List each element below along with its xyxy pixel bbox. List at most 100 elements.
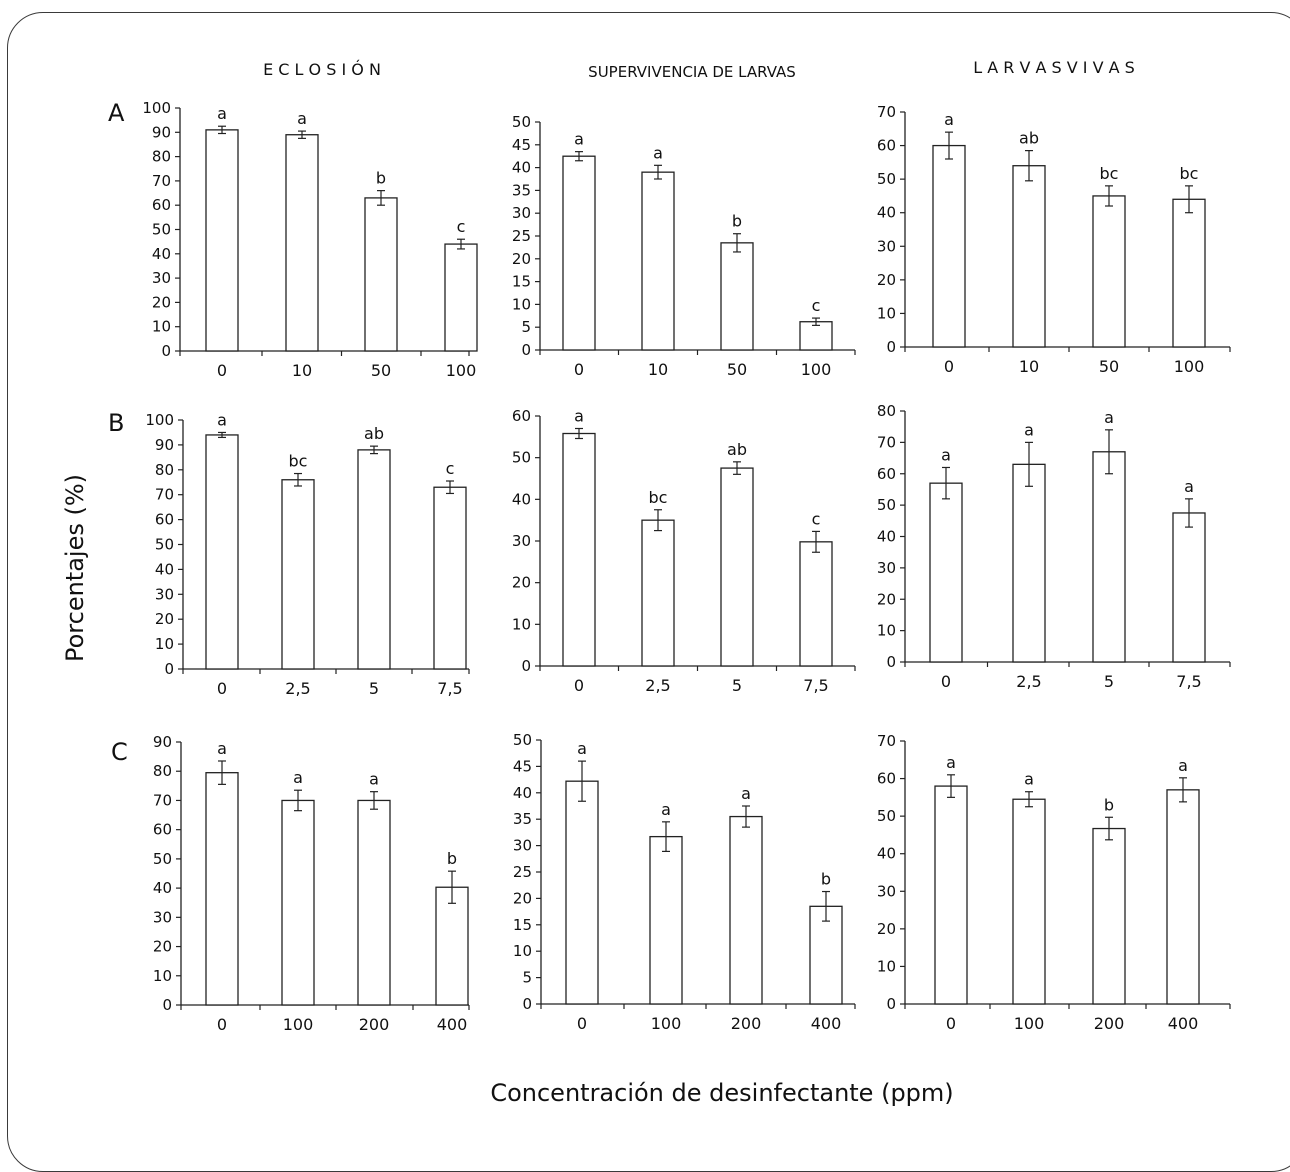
bar [562, 432, 596, 667]
y-tick-label: 30 [877, 237, 896, 255]
y-tick-label: 50 [877, 496, 896, 514]
y-tick-label: 35 [513, 810, 532, 828]
y-tick-label: 0 [164, 660, 174, 678]
bar [285, 134, 319, 352]
y-tick-label: 70 [153, 791, 172, 809]
significance-letter: a [293, 768, 303, 787]
y-tick-label: 80 [152, 148, 171, 166]
chart-panel-a-2: 0 5 10 15 20 25 30 35 40 45 50 a 0 a 10 b 50 c 100 [512, 113, 856, 379]
significance-letter: a [217, 104, 227, 123]
x-tick-label: 7,5 [803, 676, 828, 695]
y-tick-label: 0 [162, 996, 172, 1014]
bar [357, 449, 391, 670]
significance-letter: a [661, 800, 671, 819]
significance-letter: a [574, 407, 584, 426]
x-tick-label: 200 [731, 1014, 762, 1033]
bar [809, 905, 843, 1005]
y-tick-label: 0 [886, 338, 896, 356]
bar [364, 197, 398, 352]
column-title-eclosion: E C L O S I Ó N [263, 60, 381, 79]
x-tick-label: 0 [217, 361, 227, 380]
x-tick-label: 200 [1094, 1014, 1125, 1033]
chart-panel-b-2: 0 10 20 30 40 50 60 a 0 bc 2,5 ab 5 c 7,5 [512, 407, 856, 695]
bar [1092, 195, 1126, 348]
y-tick-label: 35 [512, 181, 531, 199]
y-tick-label: 60 [155, 511, 174, 529]
bar [205, 129, 239, 352]
y-tick-label: 15 [513, 916, 532, 934]
x-tick-label: 2,5 [645, 676, 670, 695]
significance-letter: bc [289, 452, 308, 471]
x-tick-label: 0 [946, 1014, 956, 1033]
y-tick-label: 45 [513, 757, 532, 775]
y-tick-label: 50 [877, 807, 896, 825]
bar [565, 780, 599, 1005]
x-tick-label: 100 [651, 1014, 682, 1033]
significance-letter: b [376, 169, 386, 188]
bar [720, 467, 754, 667]
chart-panel-c-1: 0 10 20 30 40 50 60 70 80 90 a 0 a 100 a 200 b 400 [153, 733, 470, 1034]
y-tick-label: 50 [512, 449, 531, 467]
column-title-larvas-vivas: L A R V A S V I V A S [973, 58, 1135, 77]
x-tick-label: 2,5 [1016, 672, 1041, 691]
bar [357, 799, 391, 1006]
bar [641, 171, 675, 351]
x-tick-label: 7,5 [437, 679, 462, 698]
significance-letter: a [1024, 770, 1034, 789]
chart-panel-c-3: 0 10 20 30 40 50 60 70 a 0 a 100 b 200 a 400 [877, 732, 1231, 1033]
y-tick-label: 100 [142, 99, 171, 117]
y-tick-label: 90 [152, 123, 171, 141]
bar [1012, 798, 1046, 1005]
y-tick-label: 0 [886, 653, 896, 671]
y-tick-label: 0 [521, 341, 531, 359]
x-tick-label: 10 [292, 361, 312, 380]
bar [281, 799, 315, 1006]
x-tick-label: 400 [437, 1015, 468, 1034]
significance-letter: a [297, 109, 307, 128]
bar [205, 772, 239, 1006]
y-tick-label: 40 [513, 784, 532, 802]
bar [1172, 198, 1206, 348]
significance-letter: a [217, 410, 227, 429]
significance-letter: a [944, 110, 954, 129]
chart-panel-a-1: 0 10 20 30 40 50 60 70 80 90 100 a 0 a 10 b 50 c 100 [142, 99, 478, 380]
y-tick-label: 10 [155, 635, 174, 653]
significance-letter: c [457, 217, 466, 236]
bar [433, 486, 467, 670]
bar [649, 835, 683, 1005]
y-tick-label: 20 [877, 920, 896, 938]
x-tick-label: 0 [577, 1014, 587, 1033]
y-tick-label: 25 [512, 227, 531, 245]
y-tick-label: 0 [521, 657, 531, 675]
y-tick-label: 40 [152, 245, 171, 263]
significance-letter: a [217, 739, 227, 758]
y-tick-label: 80 [877, 402, 896, 420]
y-tick-label: 45 [512, 136, 531, 154]
y-tick-label: 60 [153, 821, 172, 839]
y-tick-label: 70 [152, 172, 171, 190]
y-tick-label: 40 [877, 528, 896, 546]
significance-letter: c [812, 509, 821, 528]
y-tick-label: 30 [513, 837, 532, 855]
x-tick-label: 0 [574, 676, 584, 695]
y-tick-label: 10 [877, 304, 896, 322]
y-tick-label: 90 [155, 436, 174, 454]
x-tick-label: 0 [574, 360, 584, 379]
x-tick-label: 0 [217, 1015, 227, 1034]
x-tick-label: 50 [727, 360, 747, 379]
y-tick-label: 0 [522, 995, 532, 1013]
significance-letter: a [577, 739, 587, 758]
significance-letter: a [1184, 477, 1194, 496]
y-tick-label: 30 [512, 532, 531, 550]
significance-letter: ab [727, 440, 747, 459]
y-tick-label: 60 [877, 465, 896, 483]
x-tick-label: 5 [1104, 672, 1114, 691]
significance-letter: a [1178, 756, 1188, 775]
significance-letter: a [741, 784, 751, 803]
y-tick-label: 10 [153, 967, 172, 985]
x-tick-label: 100 [446, 361, 477, 380]
bar [205, 434, 239, 670]
bar [932, 144, 966, 348]
y-tick-label: 10 [877, 622, 896, 640]
